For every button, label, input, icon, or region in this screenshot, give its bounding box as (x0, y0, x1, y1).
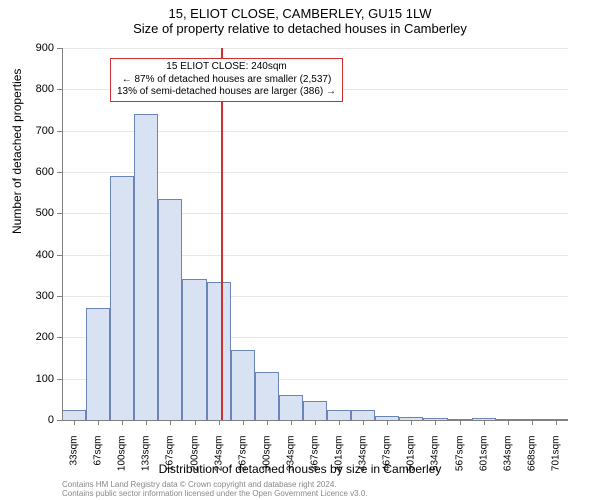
chart-area: 33sqm67sqm100sqm133sqm167sqm200sqm234sqm… (62, 48, 568, 420)
y-axis-line (62, 48, 63, 420)
y-tick-label: 400 (0, 249, 54, 261)
chart-title-sub: Size of property relative to detached ho… (0, 21, 600, 36)
histogram-bar (110, 176, 134, 420)
y-tick-label: 300 (0, 290, 54, 302)
footer-line-1: Contains HM Land Registry data © Crown c… (62, 480, 368, 489)
x-tick-label: 267sqm (237, 436, 248, 486)
y-tick-label: 700 (0, 125, 54, 137)
x-tick-label: 601sqm (478, 436, 489, 486)
x-tick-label: 701sqm (550, 436, 561, 486)
x-tick-label: 634sqm (502, 436, 513, 486)
annotation-line: 13% of semi-detached houses are larger (… (117, 86, 336, 99)
histogram-bar (207, 282, 231, 420)
x-tick-label: 668sqm (526, 436, 537, 486)
x-axis-line (62, 420, 568, 421)
x-tick-label: 434sqm (358, 436, 369, 486)
histogram-bar (134, 114, 158, 420)
histogram-bar (351, 410, 375, 420)
x-tick-label: 67sqm (93, 436, 104, 486)
x-tick-label: 334sqm (285, 436, 296, 486)
footer-attribution: Contains HM Land Registry data © Crown c… (62, 480, 368, 498)
histogram-bar (86, 308, 110, 420)
histogram-bar (62, 410, 86, 420)
x-tick-label: 133sqm (141, 436, 152, 486)
annotation-line: ← 87% of detached houses are smaller (2,… (117, 74, 336, 87)
histogram-bar (158, 199, 182, 420)
x-axis-label: Distribution of detached houses by size … (0, 462, 600, 476)
annotation-line: 15 ELIOT CLOSE: 240sqm (117, 61, 336, 74)
x-tick-label: 300sqm (261, 436, 272, 486)
chart-title-main: 15, ELIOT CLOSE, CAMBERLEY, GU15 1LW (0, 6, 600, 21)
x-tick-label: 234sqm (213, 436, 224, 486)
plot-area: 33sqm67sqm100sqm133sqm167sqm200sqm234sqm… (62, 48, 568, 420)
marker-line (221, 48, 223, 420)
y-tick-label: 100 (0, 373, 54, 385)
annotation-box: 15 ELIOT CLOSE: 240sqm← 87% of detached … (110, 58, 343, 102)
x-tick-label: 467sqm (382, 436, 393, 486)
x-tick-label: 534sqm (430, 436, 441, 486)
x-tick-label: 501sqm (406, 436, 417, 486)
histogram-bar (279, 395, 303, 420)
footer-line-2: Contains public sector information licen… (62, 489, 368, 498)
y-tick-label: 0 (0, 414, 54, 426)
x-tick-label: 367sqm (310, 436, 321, 486)
y-tick-label: 900 (0, 42, 54, 54)
histogram-bar (231, 350, 255, 420)
x-tick-label: 567sqm (454, 436, 465, 486)
x-tick-label: 401sqm (334, 436, 345, 486)
x-tick-label: 167sqm (165, 436, 176, 486)
y-tick-label: 800 (0, 83, 54, 95)
histogram-bar (182, 279, 206, 420)
y-tick-label: 500 (0, 207, 54, 219)
x-tick-label: 33sqm (69, 436, 80, 486)
x-tick-label: 200sqm (189, 436, 200, 486)
grid-line (62, 48, 568, 49)
x-tick-label: 100sqm (117, 436, 128, 486)
histogram-bar (327, 410, 351, 420)
y-tick-label: 200 (0, 331, 54, 343)
histogram-bar (255, 372, 279, 420)
histogram-bar (303, 401, 327, 420)
y-tick-label: 600 (0, 166, 54, 178)
